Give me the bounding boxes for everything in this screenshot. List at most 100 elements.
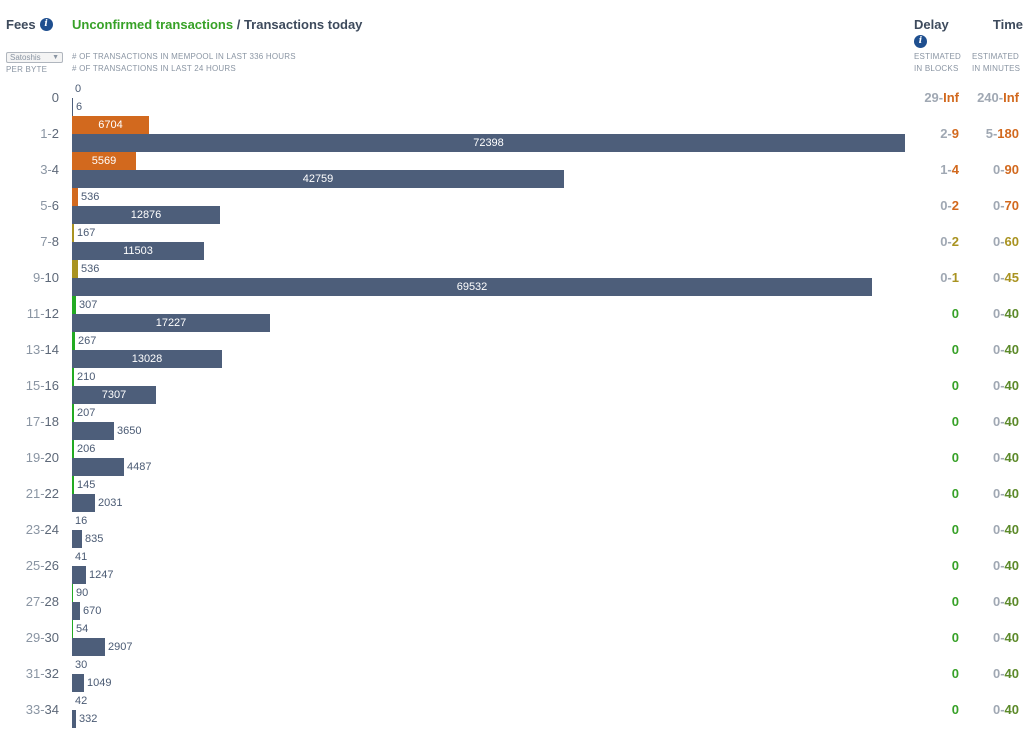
fee-row[interactable]: 19-20 206 4487 0 0-40 <box>0 440 1036 476</box>
today-bar[interactable] <box>72 674 84 692</box>
fee-range-low: 13 <box>25 342 41 357</box>
mempool-bar[interactable] <box>72 224 74 242</box>
fee-range-high: 30 <box>44 630 59 645</box>
delay-high: 0 <box>951 558 959 573</box>
mempool-bar[interactable] <box>72 404 74 422</box>
today-bar[interactable] <box>72 638 105 656</box>
today-value: 835 <box>85 533 104 545</box>
fee-range-label: 23-24 <box>26 522 59 537</box>
mempool-bar[interactable] <box>72 476 74 494</box>
time-high: 40 <box>1004 630 1019 645</box>
today-bar[interactable] <box>72 206 220 224</box>
delay-high: 0 <box>951 522 959 537</box>
mempool-bar[interactable] <box>72 260 78 278</box>
fee-range-label: 21-22 <box>26 486 59 501</box>
today-bar[interactable] <box>72 602 80 620</box>
mempool-bar[interactable] <box>72 152 136 170</box>
time-subheader-line1: ESTIMATED <box>972 52 1019 61</box>
today-value: 1247 <box>89 569 114 581</box>
title-today: Transactions today <box>243 17 363 32</box>
time-high: 180 <box>997 126 1019 141</box>
fee-range-label: 11-12 <box>27 306 59 321</box>
delay-high: 0 <box>951 378 959 393</box>
fee-range-sep: - <box>40 450 45 465</box>
time-estimate: 0-40 <box>993 342 1019 357</box>
fee-row[interactable]: 15-16 210 7307 0 0-40 <box>0 368 1036 404</box>
today-bar[interactable] <box>72 98 73 116</box>
fee-range-sep: - <box>40 270 45 285</box>
fee-row[interactable]: 11-12 307 17227 0 0-40 <box>0 296 1036 332</box>
fee-range-label: 15-16 <box>26 378 59 393</box>
today-bar[interactable] <box>72 170 564 188</box>
mempool-bar[interactable] <box>72 332 75 350</box>
unit-select-value: Satoshis <box>10 53 41 62</box>
fee-range-low: 5 <box>40 198 48 213</box>
today-bar[interactable] <box>72 278 872 296</box>
today-bar[interactable] <box>72 314 270 332</box>
time-low: 0- <box>992 450 1005 465</box>
today-bar[interactable] <box>72 566 86 584</box>
fee-range-high: 6 <box>51 198 59 213</box>
today-value: 17227 <box>155 317 187 329</box>
fee-range-high: 26 <box>44 558 59 573</box>
fee-row[interactable]: 17-18 207 3650 0 0-40 <box>0 404 1036 440</box>
today-bar[interactable] <box>72 386 156 404</box>
time-low: 0- <box>992 198 1005 213</box>
time-estimate: 0-40 <box>993 522 1019 537</box>
mempool-value: 167 <box>77 227 96 239</box>
fee-row[interactable]: 13-14 267 13028 0 0-40 <box>0 332 1036 368</box>
fee-row[interactable]: 3-4 5569 42759 1-4 0-90 <box>0 152 1036 188</box>
time-estimate: 0-40 <box>993 306 1019 321</box>
delay-high: 2 <box>951 198 959 213</box>
time-low: 0- <box>992 306 1005 321</box>
fee-row[interactable]: 0 0 6 29-Inf 240-Inf <box>0 80 1036 116</box>
delay-subheader: ESTIMATED IN BLOCKS <box>914 51 961 75</box>
delay-high: 0 <box>951 666 959 681</box>
mempool-bar[interactable] <box>72 440 74 458</box>
today-value: 13028 <box>131 353 163 365</box>
time-low: 0- <box>992 378 1005 393</box>
fee-row[interactable]: 33-34 42 332 0 0-40 <box>0 692 1036 728</box>
today-bar[interactable] <box>72 710 76 728</box>
fee-row[interactable]: 21-22 145 2031 0 0-40 <box>0 476 1036 512</box>
time-low: 0- <box>992 558 1005 573</box>
fee-row[interactable]: 29-30 54 2907 0 0-40 <box>0 620 1036 656</box>
mempool-bar[interactable] <box>72 620 73 638</box>
today-bar[interactable] <box>72 422 114 440</box>
delay-estimate: 0 <box>952 630 959 645</box>
chevron-down-icon: ▼ <box>52 54 59 61</box>
delay-info-icon[interactable]: i <box>914 35 927 48</box>
today-bar[interactable] <box>72 242 204 260</box>
time-estimate: 0-40 <box>993 702 1019 717</box>
fee-row[interactable]: 27-28 90 670 0 0-40 <box>0 584 1036 620</box>
today-bar[interactable] <box>72 494 95 512</box>
mempool-bar[interactable] <box>72 584 73 602</box>
fee-row[interactable]: 23-24 16 835 0 0-40 <box>0 512 1036 548</box>
fee-range-low: 21 <box>25 486 41 501</box>
today-bar[interactable] <box>72 350 222 368</box>
today-bar[interactable] <box>72 458 124 476</box>
delay-high: 4 <box>951 162 959 177</box>
fee-row[interactable]: 9-10 536 69532 0-1 0-45 <box>0 260 1036 296</box>
fee-row[interactable]: 7-8 167 11503 0-2 0-60 <box>0 224 1036 260</box>
time-high: 40 <box>1004 342 1019 357</box>
delay-high: 2 <box>951 234 959 249</box>
today-bar[interactable] <box>72 530 82 548</box>
delay-estimate: 0-2 <box>940 198 959 213</box>
mempool-value: 16 <box>75 515 88 527</box>
time-low: 5- <box>985 126 998 141</box>
mempool-bar[interactable] <box>72 116 149 134</box>
fee-range-label: 25-26 <box>26 558 59 573</box>
fee-row[interactable]: 1-2 6704 72398 2-9 5-180 <box>0 116 1036 152</box>
fee-row[interactable]: 25-26 41 1247 0 0-40 <box>0 548 1036 584</box>
mempool-bar[interactable] <box>72 296 76 314</box>
today-bar[interactable] <box>72 134 905 152</box>
delay-high: 0 <box>951 630 959 645</box>
fees-info-icon[interactable]: i <box>39 18 53 31</box>
mempool-bar[interactable] <box>72 368 74 386</box>
fee-row[interactable]: 31-32 30 1049 0 0-40 <box>0 656 1036 692</box>
fee-row[interactable]: 5-6 536 12876 0-2 0-70 <box>0 188 1036 224</box>
delay-estimate: 0 <box>952 558 959 573</box>
mempool-bar[interactable] <box>72 188 78 206</box>
unit-select[interactable]: Satoshis ▼ <box>6 52 63 63</box>
